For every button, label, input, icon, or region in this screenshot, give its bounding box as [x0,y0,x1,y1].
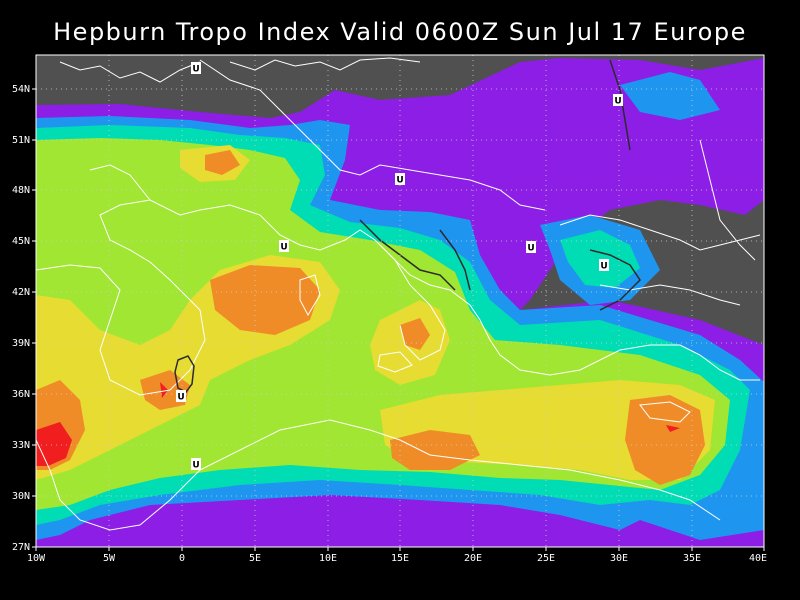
lon-axis-labels: 10W 5W 0 5E 10E 15E 20E 25E 30E 35E 40E [27,553,767,564]
lat-label: 36N [12,389,30,400]
lat-label: 45N [12,236,30,247]
lon-label: 10W [27,553,46,564]
u-marker: U [176,390,186,403]
u-marker: U [526,241,536,254]
u-marker: U [279,240,289,253]
lon-label: 5W [103,553,116,564]
lat-label: 33N [12,440,30,451]
lon-label: 20E [464,553,482,564]
svg-text:U: U [280,243,287,253]
svg-text:U: U [600,262,607,272]
coastlines [36,57,761,531]
lon-label: 15E [391,553,409,564]
map-title: Hepburn Tropo Index Valid 0600Z Sun Jul … [53,18,747,46]
lon-label: 25E [537,553,555,564]
map-plot-area: U U U U U U U [36,55,764,547]
u-marker: U [191,458,201,471]
svg-text:U: U [177,393,184,403]
lon-ticks [35,547,765,551]
u-marker: U [191,62,201,75]
lat-label: 51N [12,135,30,146]
lat-label: 27N [12,542,30,553]
u-marker: U [395,173,405,186]
u-marker: U [599,259,609,272]
svg-text:U: U [396,176,403,186]
u-marker: U [613,94,623,107]
lon-label: 30E [610,553,628,564]
lat-label: 42N [12,287,30,298]
lat-label: 39N [12,338,30,349]
tropo-band-level-6 [36,150,705,485]
lon-label: 35E [683,553,701,564]
lat-label: 54N [12,84,30,95]
tropo-band-level-5 [36,145,715,480]
graticule [36,55,764,547]
lat-label: 30N [12,491,30,502]
svg-text:U: U [614,97,621,107]
svg-text:U: U [192,65,199,75]
svg-text:U: U [192,461,199,471]
lon-label: 10E [319,553,337,564]
lat-label: 48N [12,185,30,196]
lon-label: 0 [179,553,185,564]
lon-label: 5E [249,553,261,564]
lon-label: 40E [749,553,767,564]
lat-axis-labels: 54N 51N 48N 45N 42N 39N 36N 33N 30N 27N [12,84,30,553]
lat-ticks [32,88,36,548]
svg-text:U: U [527,244,534,254]
